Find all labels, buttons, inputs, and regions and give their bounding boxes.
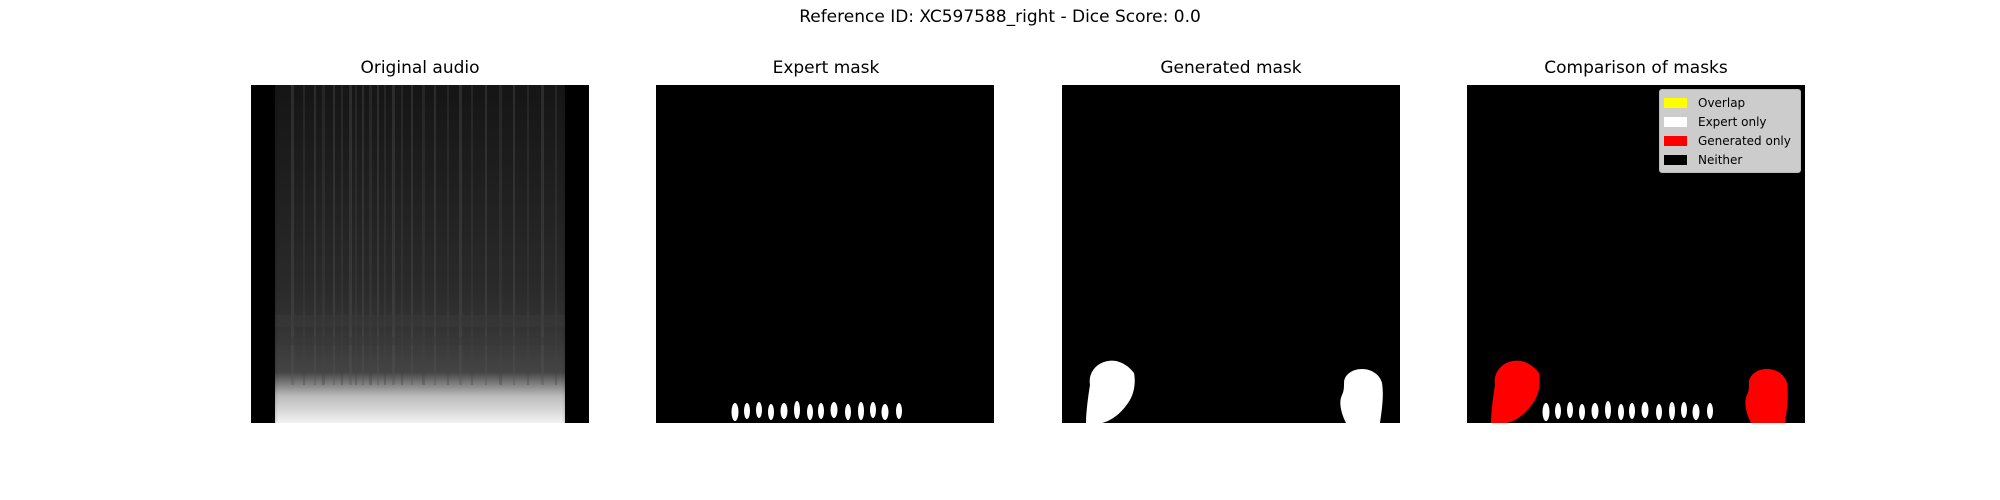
generated-only-region-right [1745,369,1788,423]
original-audio-spectrogram [251,85,589,423]
expert-only-region [1579,404,1585,420]
expert-only-region [744,403,750,419]
legend-item-expert-only: Expert only [1664,112,1796,131]
legend-item-generated-only: Generated only [1664,131,1796,150]
expert-only-region [1629,403,1635,419]
expert-only-region [1618,404,1624,420]
generated-mask-canvas [1086,360,1383,423]
expert-only-region [818,403,824,419]
expert-only-region [794,401,800,419]
expert-only-region [830,402,838,418]
panel-title-expert-mask: Expert mask [772,58,880,78]
expert-only-region [858,402,864,420]
expert-only-region [870,402,876,418]
expert-only-region [756,402,762,418]
expert-only-region [1641,402,1649,418]
panel-title-generated-mask: Generated mask [1160,58,1302,78]
expert-only-region [845,404,851,420]
panel-title-original-audio: Original audio [360,58,480,78]
expert-only-region [1692,404,1700,420]
expert-mask-image [656,85,994,423]
expert-only-region [881,404,889,420]
expert-mask-canvas [731,401,902,421]
legend-swatch-overlap [1664,97,1687,108]
legend-swatch-expert-only [1664,116,1687,127]
legend-swatch-generated-only [1664,135,1687,146]
generated-region-left [1086,360,1135,423]
figure-title: Reference ID: XC597588_right - Dice Scor… [799,7,1201,27]
comparison-mask-image: Overlap Expert only Generated only Neith… [1467,85,1805,423]
legend: Overlap Expert only Generated only Neith… [1659,89,1801,173]
generated-mask-image [1062,85,1400,423]
legend-item-neither: Neither [1664,150,1796,169]
expert-only-region [1669,402,1675,420]
expert-only-region [1567,402,1573,418]
expert-only-region [896,403,902,419]
expert-only-region [1656,404,1662,420]
legend-label-overlap: Overlap [1698,95,1746,110]
panel-title-comparison: Comparison of masks [1544,58,1728,78]
expert-only-region [1555,403,1561,419]
expert-only-region [768,404,774,420]
generated-only-region-left [1491,360,1540,423]
expert-only-region [1681,402,1687,418]
comparison-canvas [1491,360,1788,423]
legend-label-expert-only: Expert only [1698,114,1767,129]
legend-label-generated-only: Generated only [1698,133,1791,148]
expert-only-region [1605,401,1611,419]
generated-region-right [1340,369,1383,423]
expert-only-region [780,403,788,419]
expert-only-region [1542,403,1550,421]
expert-only-region [731,403,739,421]
legend-swatch-neither [1664,154,1687,165]
expert-only-region [1707,403,1713,419]
legend-item-overlap: Overlap [1664,93,1796,112]
expert-only-region [1591,403,1599,419]
expert-only-region [807,404,813,420]
legend-label-neither: Neither [1698,152,1743,167]
spectrogram-image [251,85,589,423]
